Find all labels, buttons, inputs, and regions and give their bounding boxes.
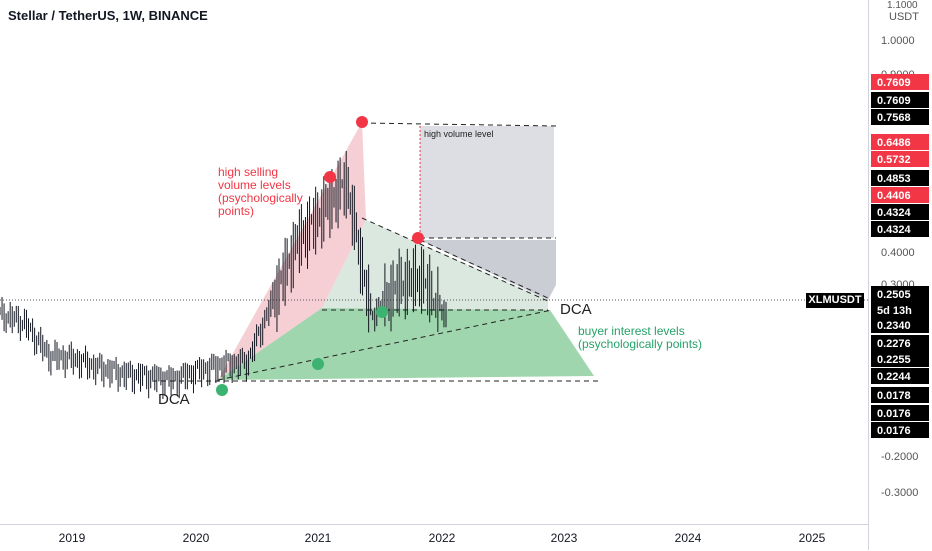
green-marker-3[interactable] [376, 306, 388, 318]
dca-right-label: DCA [560, 301, 592, 318]
dca-left-label: DCA [158, 391, 190, 408]
price-tag: 0.0176 [877, 408, 911, 420]
year-label: 2020 [183, 531, 210, 545]
price-tick-label: -0.2000 [881, 451, 918, 463]
volume-box [420, 126, 554, 238]
dash-top [361, 122, 557, 127]
year-label: 2023 [551, 531, 578, 545]
buyer-interest-line-1: buyer interest levels [578, 324, 685, 338]
price-tag: 5d 13h [877, 305, 912, 317]
price-tick-label: 0.4000 [881, 247, 915, 259]
high-selling-line-1: high selling [218, 165, 278, 179]
symbol-tag: XLMUSDT [806, 293, 864, 308]
price-tick-label: 1.0000 [881, 35, 915, 47]
price-tag-bg [871, 405, 929, 421]
high-selling-line-3: (psychologically [218, 191, 303, 205]
price-tag-bg [871, 151, 929, 167]
price-tag-bg [871, 92, 929, 108]
bull-zone [218, 308, 594, 380]
green-marker-2[interactable] [312, 358, 324, 370]
red-marker-2[interactable] [324, 171, 336, 183]
price-tag-bg [871, 422, 929, 438]
price-tag: 0.7568 [877, 112, 911, 124]
chart-title: Stellar / TetherUS, 1W, BINANCE [8, 8, 208, 23]
year-label: 2021 [305, 531, 332, 545]
price-tag-bg [871, 221, 929, 237]
price-tag: 0.2505 [877, 289, 911, 301]
triangle-zone [322, 220, 548, 310]
dash-diag-mid [419, 239, 549, 299]
high-volume-label: high volume level [424, 129, 494, 139]
price-tag: 0.5732 [877, 154, 911, 166]
price-tag: 0.2255 [877, 354, 911, 366]
price-tag-bg [871, 317, 929, 333]
price-tag: 0.6486 [877, 137, 911, 149]
year-label: 2024 [675, 531, 702, 545]
price-tag-bg [871, 387, 929, 403]
price-tag: 0.0178 [877, 390, 911, 402]
price-tag-bg [871, 74, 929, 90]
price-tag-bg [871, 335, 929, 351]
price-tag-bg [871, 170, 929, 186]
high-selling-line-4: points) [218, 204, 254, 218]
year-label: 2022 [429, 531, 456, 545]
price-tag-bg [871, 109, 929, 125]
price-tag-bg [871, 187, 929, 203]
price-tag-bg [871, 368, 929, 384]
chart-canvas[interactable]: high selling volume levels (psychologica… [0, 0, 868, 524]
price-tag: 0.7609 [877, 77, 911, 89]
top-scale-label: 1.1000 [887, 0, 918, 11]
price-tag-bg [871, 302, 929, 318]
dash-diag-down [361, 217, 551, 303]
price-tag: 0.4853 [877, 173, 911, 185]
price-tag: 0.0176 [877, 425, 911, 437]
time-axis[interactable]: 2019 2020 2021 2022 2023 2024 2025 [0, 524, 868, 551]
price-tag-bg [871, 286, 929, 302]
year-label: 2025 [799, 531, 826, 545]
price-tag: 0.2276 [877, 338, 911, 350]
red-marker-3[interactable] [412, 232, 424, 244]
price-tag: 0.2340 [877, 320, 911, 332]
price-tag-bg [871, 351, 929, 367]
buyer-interest-line-2: (psychologically points) [578, 337, 702, 351]
price-tag-bg [871, 204, 929, 220]
dash-diag-up [217, 309, 553, 381]
price-tag: 0.7609 [877, 95, 911, 107]
price-tag-bg [871, 134, 929, 150]
red-marker-1[interactable] [356, 116, 368, 128]
high-selling-line-2: volume levels [218, 178, 291, 192]
price-tag: 0.4324 [877, 207, 912, 219]
axis-unit: USDT [889, 11, 919, 23]
price-tag: 0.2244 [877, 371, 912, 383]
year-label: 2019 [59, 531, 86, 545]
price-tick-label: -0.3000 [881, 487, 918, 499]
price-axis[interactable]: 1.1000 USDT 1.00000.90000.40000.3000-0.2… [868, 0, 932, 550]
price-tag: 0.4406 [877, 190, 911, 202]
price-tag: 0.4324 [877, 224, 912, 236]
bear-zone [218, 122, 366, 380]
green-marker-1[interactable] [216, 384, 228, 396]
